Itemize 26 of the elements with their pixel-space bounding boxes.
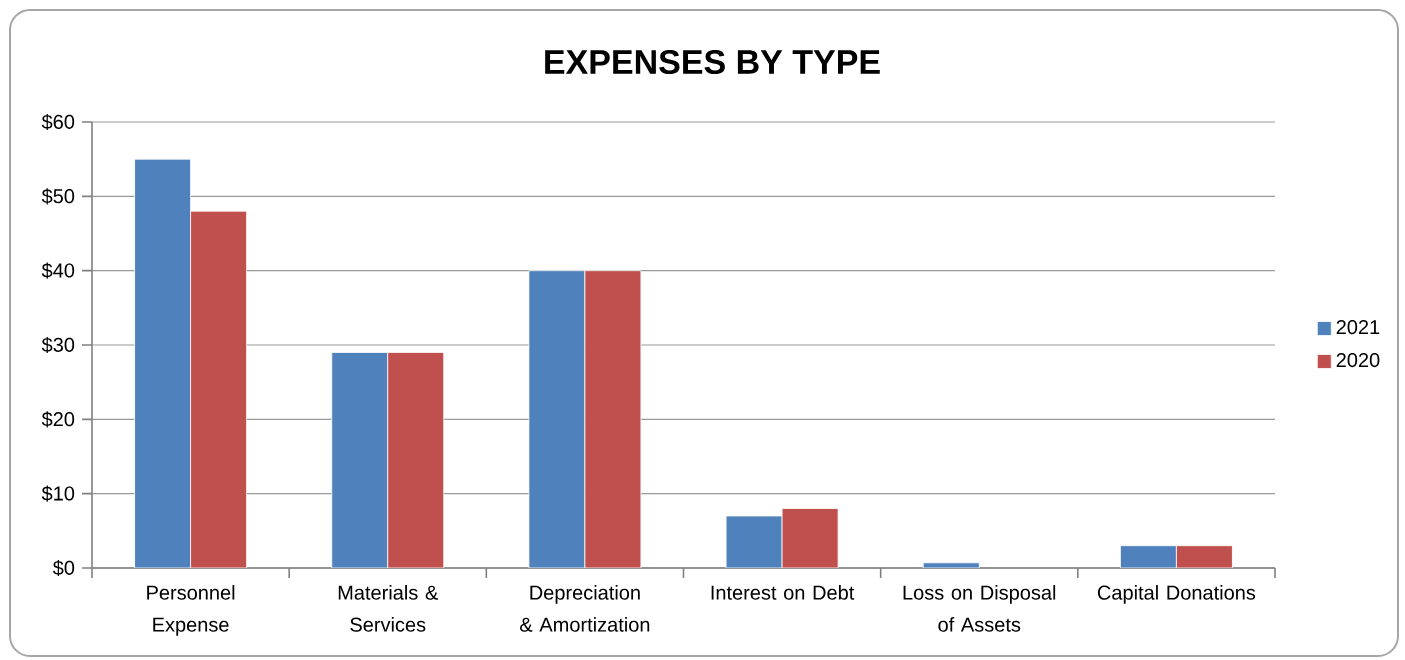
x-tick-label: Capital Donations xyxy=(1097,585,1256,604)
bar xyxy=(781,508,839,568)
bar xyxy=(387,352,445,568)
y-tick-label: $50 xyxy=(41,188,75,205)
bar xyxy=(190,210,247,568)
y-tick-label: $40 xyxy=(41,262,75,279)
chart-title: EXPENSES BY TYPE xyxy=(545,49,880,75)
y-tick-label: $30 xyxy=(41,336,75,354)
y-tick-label: $60 xyxy=(41,113,75,131)
bar xyxy=(1120,545,1177,568)
x-tick-label: Depreciation & Amortization xyxy=(520,585,650,632)
x-tick-label: Interest on Debt xyxy=(711,585,855,600)
y-tick-label: $0 xyxy=(52,559,75,577)
bar xyxy=(584,270,642,568)
bar xyxy=(1176,545,1233,568)
y-tick-label: $10 xyxy=(41,485,75,502)
bar xyxy=(725,515,783,568)
bar xyxy=(134,158,191,568)
x-tick-label: Loss on Disposal of Assets xyxy=(903,585,1056,632)
y-tick-label: $20 xyxy=(41,411,75,428)
legend-label: 2021 xyxy=(1336,320,1380,335)
legend-label: 2020 xyxy=(1336,353,1380,368)
bar xyxy=(331,352,389,568)
x-tick-label: Personnel Expense xyxy=(147,585,235,636)
bar xyxy=(528,270,586,568)
x-tick-label: Materials & Services xyxy=(338,585,439,632)
